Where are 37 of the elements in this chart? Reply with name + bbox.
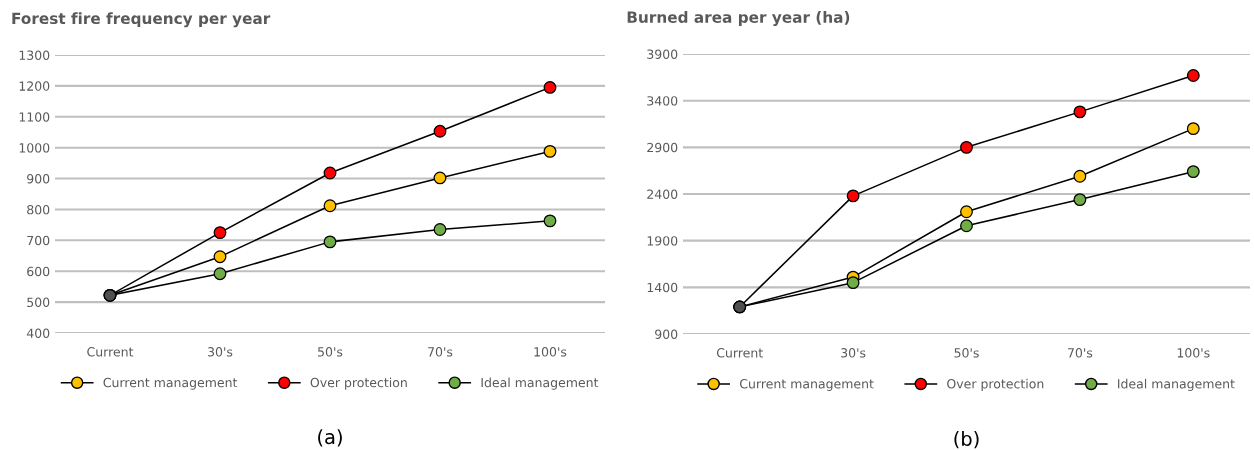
x-tick-label: 70's (1068, 348, 1093, 358)
y-tick-label: 700 (27, 235, 50, 246)
x-tick-label: 100's (1177, 348, 1210, 358)
y-tick-label: 1100 (19, 112, 50, 122)
x-tick-label: Current (716, 348, 763, 358)
y-tick-label: 800 (27, 204, 50, 215)
y-tick-label: 400 (26, 328, 50, 338)
y-tick-label: 600 (27, 266, 50, 277)
y-tick-label: 1200 (19, 81, 50, 91)
legend-label: Current management (739, 379, 874, 391)
legend-label: Over protection (947, 378, 1044, 391)
x-tick-label: 50's (318, 347, 343, 357)
y-tick-label: 500 (27, 297, 50, 308)
x-tick-label: 100's (534, 347, 567, 357)
y-tick-label: 1900 (647, 236, 678, 246)
text: (b) (954, 430, 979, 449)
legend-label: Current management (103, 377, 238, 390)
y-tick-label: 1300 (19, 50, 50, 60)
legend-label: Over protection (310, 377, 407, 390)
x-tick-label: 30's (208, 347, 233, 357)
y-tick-label: 2900 (647, 142, 678, 153)
legend-label: Ideal management (1118, 378, 1235, 391)
chart-title: Burned area per year (ha) (627, 11, 850, 26)
x-tick-label: 50's (954, 348, 979, 358)
chart-title: Forest fire frequency per year (12, 12, 271, 28)
x-tick-label: 30's (841, 348, 866, 358)
y-tick-label: 3900 (647, 49, 678, 59)
y-tick-label: 2400 (647, 189, 678, 199)
x-tick-label: Current (87, 347, 134, 357)
y-tick-label: 1400 (647, 282, 678, 293)
y-tick-label: 900 (27, 174, 50, 184)
x-tick-label: 70's (428, 347, 453, 357)
y-tick-label: 900 (655, 329, 678, 339)
y-tick-label: 1000 (19, 143, 50, 153)
text: (a) (318, 429, 342, 447)
y-tick-label: 3400 (647, 96, 678, 106)
legend-label: Ideal management (481, 377, 599, 390)
